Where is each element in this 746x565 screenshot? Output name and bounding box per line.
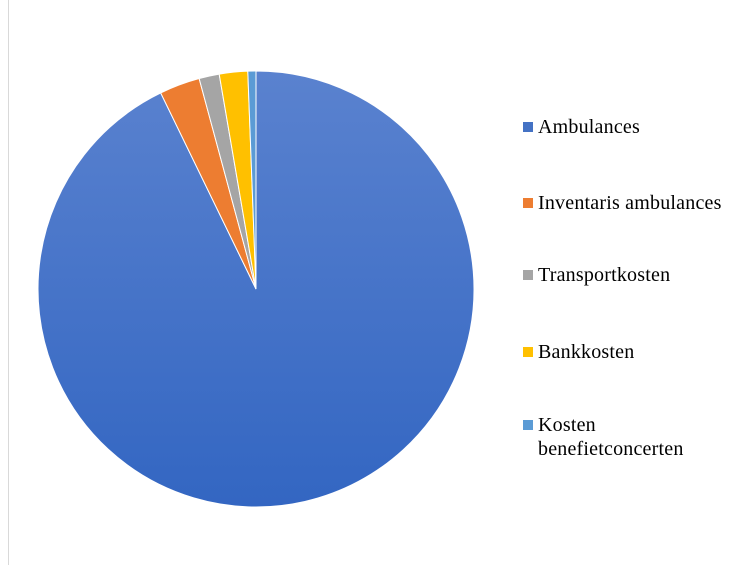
legend-swatch-kosten-benefietconcerten xyxy=(523,420,533,430)
legend-item-inventaris-ambulances: Inventaris ambulances xyxy=(523,191,722,215)
legend-item-transportkosten: Transportkosten xyxy=(523,263,670,287)
pie-slice-kosten-benefietconcerten xyxy=(247,70,257,290)
pie-chart xyxy=(37,70,475,508)
legend: Ambulances Inventaris ambulances Transpo… xyxy=(523,0,746,565)
legend-swatch-bankkosten xyxy=(523,347,533,357)
legend-label-kosten-benefietconcerten: Kosten benefietconcerten xyxy=(538,414,684,460)
legend-swatch-transportkosten xyxy=(523,270,533,280)
legend-swatch-ambulances xyxy=(523,122,533,132)
legend-swatch-inventaris-ambulances xyxy=(523,198,533,208)
legend-label-transportkosten: Transportkosten xyxy=(538,264,671,286)
legend-item-ambulances: Ambulances xyxy=(523,115,640,139)
frame-border xyxy=(8,0,9,565)
legend-item-kosten-benefietconcerten: Kosten benefietconcerten xyxy=(523,413,738,461)
pie-slices xyxy=(37,70,475,508)
legend-item-bankkosten: Bankkosten xyxy=(523,340,634,364)
legend-label-bankkosten: Bankkosten xyxy=(538,341,635,363)
legend-label-ambulances: Ambulances xyxy=(538,116,640,138)
legend-label-inventaris-ambulances: Inventaris ambulances xyxy=(538,192,722,214)
